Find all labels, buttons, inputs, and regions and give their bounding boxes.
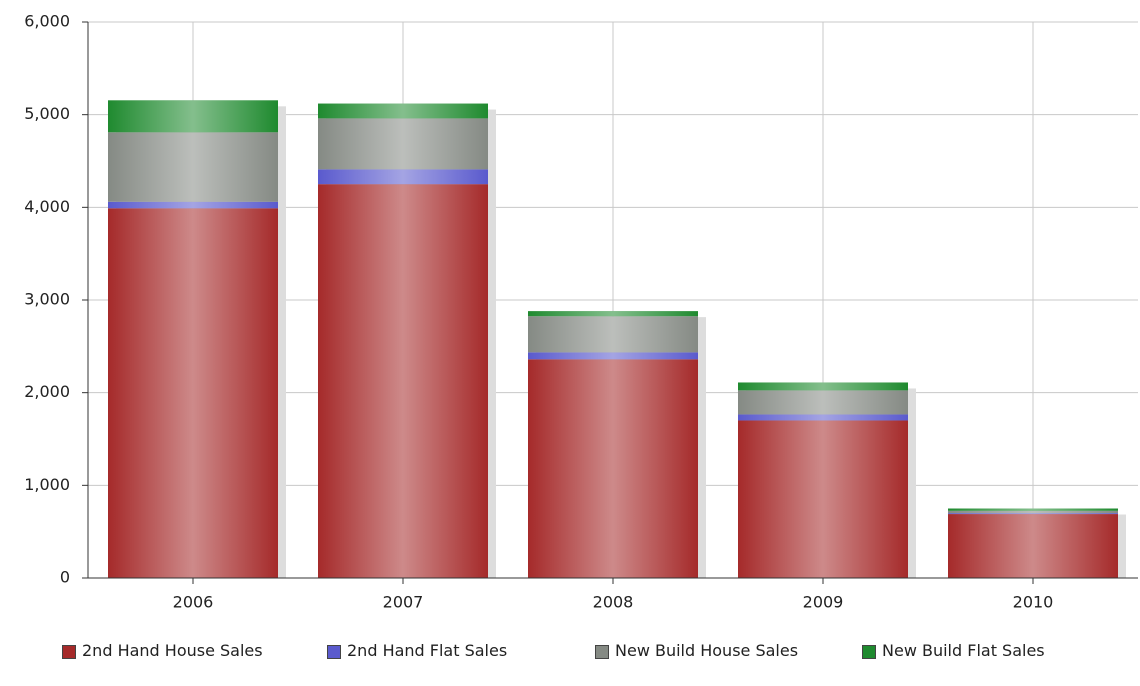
legend-label: New Build House Sales bbox=[615, 641, 799, 660]
x-tick-label: 2009 bbox=[803, 593, 844, 612]
y-tick-label: 3,000 bbox=[24, 290, 70, 309]
bar-shine bbox=[108, 208, 278, 578]
legend-item: 2nd Hand Flat Sales bbox=[323, 640, 573, 662]
legend-swatch bbox=[595, 645, 609, 659]
legend-swatch bbox=[327, 645, 341, 659]
bar-shine bbox=[318, 118, 488, 170]
legend-item: New Build House Sales bbox=[591, 640, 841, 662]
y-tick-label: 1,000 bbox=[24, 475, 70, 494]
bar-shine bbox=[108, 132, 278, 202]
bar-shine bbox=[738, 382, 908, 391]
legend-swatch bbox=[862, 645, 876, 659]
x-tick-label: 2008 bbox=[593, 593, 634, 612]
bar-shine bbox=[738, 390, 908, 415]
bar-shine bbox=[528, 352, 698, 360]
x-tick-label: 2010 bbox=[1013, 593, 1054, 612]
bar-shine bbox=[528, 359, 698, 578]
bar-shine bbox=[108, 100, 278, 133]
y-tick-label: 2,000 bbox=[24, 382, 70, 401]
legend-label: New Build Flat Sales bbox=[882, 641, 1045, 660]
bar-shine bbox=[108, 201, 278, 209]
bar-shine bbox=[318, 184, 488, 578]
legend-item: 2nd Hand House Sales bbox=[58, 640, 308, 662]
bar-shine bbox=[528, 316, 698, 353]
chart: 0 1,000 2,000 3,000 4,000 5,000 6,000 2006 2007 2… bbox=[24, 12, 1138, 612]
bar-shine bbox=[318, 169, 488, 185]
legend-item: New Build Flat Sales bbox=[858, 640, 1108, 662]
legend-label: 2nd Hand Flat Sales bbox=[347, 641, 508, 660]
legend-label: 2nd Hand House Sales bbox=[82, 641, 263, 660]
y-tick-label: 5,000 bbox=[24, 104, 70, 123]
y-tick-label: 4,000 bbox=[24, 197, 70, 216]
bar-shine bbox=[738, 414, 908, 421]
bar-shine bbox=[948, 510, 1118, 514]
y-tick-label: 6,000 bbox=[24, 12, 70, 31]
bar-shine bbox=[948, 514, 1118, 578]
bar-shine bbox=[948, 508, 1118, 511]
legend-swatch bbox=[62, 645, 76, 659]
bar-shine bbox=[528, 311, 698, 317]
x-tick-label: 2006 bbox=[173, 593, 214, 612]
bar-shine bbox=[738, 420, 908, 578]
bar-shine bbox=[318, 103, 488, 119]
bar-shine bbox=[948, 513, 1118, 515]
y-tick-label: 0 bbox=[60, 568, 70, 587]
legend: 2nd Hand House Sales 2nd Hand Flat Sales N… bbox=[0, 640, 1140, 686]
x-tick-label: 2007 bbox=[383, 593, 424, 612]
